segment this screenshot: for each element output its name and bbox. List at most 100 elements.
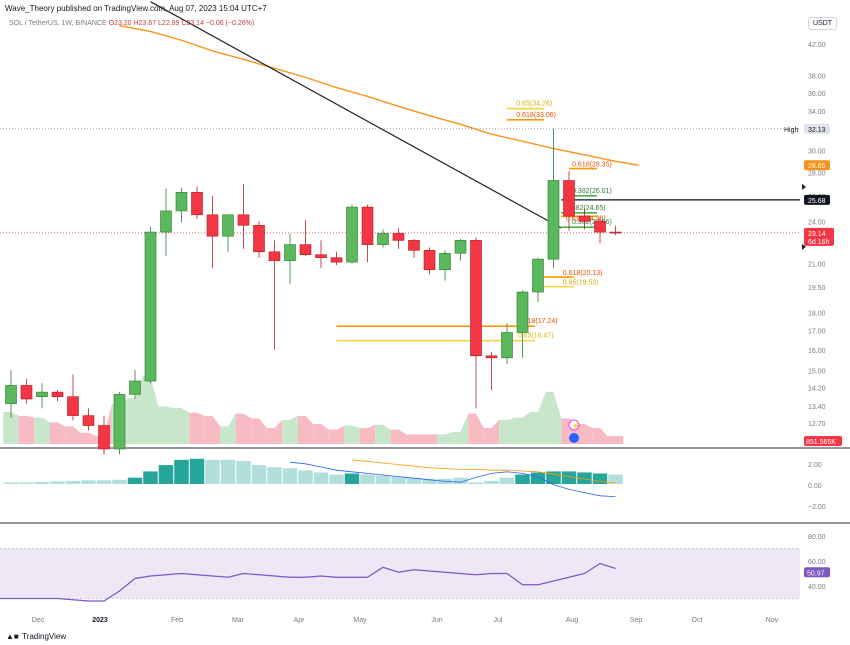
fib-level-label: 0.618(33.06)	[516, 112, 556, 119]
macd-histogram-bar	[127, 477, 143, 484]
macd-histogram-bar	[561, 471, 577, 484]
candle-body	[470, 240, 482, 357]
macd-histogram-bar	[174, 459, 189, 484]
candle-body	[439, 252, 451, 271]
macd-histogram-bar	[360, 474, 375, 484]
candle-body	[160, 210, 172, 233]
candle-body	[501, 332, 513, 359]
time-tick-label: Oct	[692, 617, 703, 624]
high-value: 32.13	[808, 127, 826, 134]
time-tick-label: Dec	[32, 617, 45, 624]
volume-area	[173, 408, 190, 444]
rsi-band	[0, 548, 800, 599]
ma-badge	[804, 160, 830, 171]
macd-histogram-bar	[406, 477, 422, 484]
publisher-line: Wave_Theory published on TradingView.com…	[5, 4, 267, 13]
time-tick-label: Aug	[566, 617, 579, 624]
macd-histogram-bar	[608, 474, 623, 484]
candle-body	[377, 233, 389, 245]
volume-area	[251, 418, 267, 444]
volume-area	[65, 426, 81, 444]
candle-body	[268, 251, 281, 261]
last-price-badge	[804, 227, 834, 246]
macd-histogram-bar	[189, 458, 205, 484]
candle-body	[191, 192, 203, 216]
volume-area	[204, 416, 221, 444]
rsi-tick-label: 60.00	[808, 559, 826, 566]
macd-histogram-bar	[81, 480, 96, 484]
macd-histogram-bar	[50, 481, 65, 484]
candle-body	[129, 380, 141, 395]
macd-histogram-bar	[34, 481, 50, 484]
macd-histogram-bar	[205, 459, 220, 484]
macd-histogram-bar	[375, 475, 391, 484]
macd-histogram-bar	[515, 474, 530, 484]
macd-histogram-bar	[592, 473, 608, 484]
volume-area	[3, 412, 19, 444]
candle-body	[392, 233, 405, 241]
moving-average-line	[119, 24, 639, 166]
volume-area	[576, 424, 593, 444]
macd-histogram-bar	[220, 459, 236, 484]
volume-area	[468, 413, 484, 444]
macd-histogram-bar	[158, 465, 174, 484]
price-tick-label: 14.20	[808, 386, 826, 393]
volume-area	[499, 417, 515, 444]
volume-area	[406, 434, 422, 444]
macd-histogram-bar	[484, 480, 499, 484]
candle-body	[408, 240, 420, 251]
volume-area	[390, 429, 407, 444]
macd-tick-label: 0.00	[808, 483, 822, 490]
footer-brand[interactable]: ▲■ TradingView	[6, 632, 66, 641]
macd-tick-label: 2.00	[808, 462, 822, 469]
brand-label: TradingView	[22, 632, 67, 641]
volume-area	[483, 420, 500, 444]
fib-level-label: 0.382(26.01)	[572, 188, 612, 195]
macd-histogram-bar	[19, 482, 34, 484]
price-tick-label: 18.00	[808, 310, 826, 317]
candle-body	[113, 394, 126, 450]
candle-body	[454, 240, 467, 254]
volume-area	[421, 434, 438, 444]
macd-histogram-bar	[65, 480, 81, 484]
volume-area	[158, 406, 174, 444]
macd-histogram-bar	[251, 465, 267, 484]
candle-body	[36, 391, 48, 397]
candle-body	[175, 192, 188, 212]
volume-area	[514, 412, 531, 444]
candle-body	[253, 225, 265, 253]
volume-area	[189, 412, 205, 444]
candle-body	[5, 385, 17, 404]
macd-histogram-bar	[344, 473, 360, 484]
macd-histogram-bar	[530, 472, 546, 484]
time-tick-label: Nov	[766, 617, 779, 624]
time-tick-label: Jul	[494, 617, 503, 624]
macd-line	[289, 461, 616, 497]
macd-histogram-bar	[422, 478, 437, 484]
price-tick-label: 36.00	[808, 91, 826, 98]
candle-body	[563, 180, 575, 217]
price-tick-label: 38.00	[808, 74, 826, 81]
price-tick-label: 28.00	[808, 170, 826, 177]
macd-histogram-bar	[3, 482, 19, 484]
currency-button[interactable]: USDT	[807, 17, 837, 30]
macd-histogram-bar	[112, 479, 127, 484]
macd-histogram-bar	[267, 467, 282, 484]
candle-body	[20, 385, 33, 400]
volume-area	[282, 416, 298, 444]
candle-body	[346, 206, 358, 263]
candle-body	[206, 214, 219, 237]
volume-area	[313, 424, 329, 444]
line-value: 25.68	[808, 198, 826, 205]
symbol-name[interactable]: SOL / TetherUS, 1W, BINANCE	[9, 20, 107, 27]
macd-histogram-bar	[282, 468, 298, 484]
volume-area	[297, 416, 314, 444]
candle-body	[532, 258, 544, 293]
volume-area	[530, 392, 546, 444]
trend-line	[150, 1, 562, 229]
price-tick-label: 12.70	[808, 421, 826, 428]
candle-body	[67, 396, 79, 416]
fib-level-label: 0.618(17.24)	[518, 318, 558, 325]
macd-histogram-bar	[577, 472, 592, 484]
